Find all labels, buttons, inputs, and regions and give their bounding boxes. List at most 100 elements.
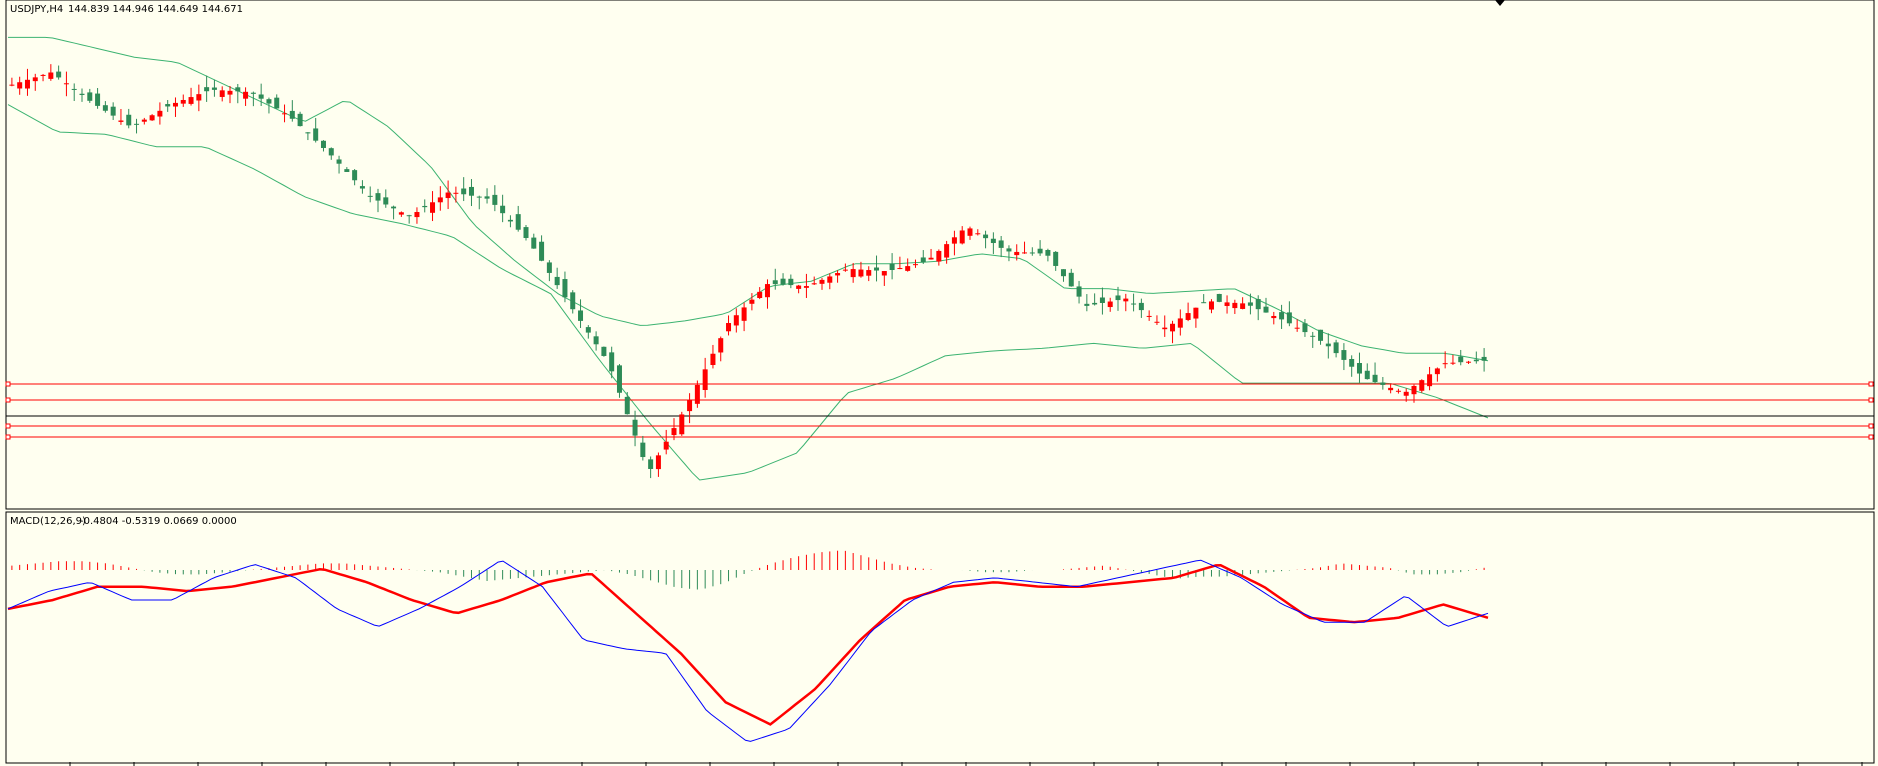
candle-bullish xyxy=(1395,390,1401,392)
candle-bearish xyxy=(624,396,630,415)
candle-bearish xyxy=(313,128,319,141)
candle-bullish xyxy=(141,119,147,122)
candle-bullish xyxy=(835,273,841,276)
candle-bullish xyxy=(718,338,724,353)
candle-bullish xyxy=(694,384,700,404)
candle-bearish xyxy=(461,188,467,195)
candle-bullish xyxy=(726,323,732,332)
candle-bearish xyxy=(250,92,256,94)
candle-bullish xyxy=(1208,301,1214,310)
candle-bearish xyxy=(1364,370,1370,380)
candle-bearish xyxy=(391,206,397,209)
candle-bullish xyxy=(157,110,163,117)
candle-bullish xyxy=(1434,368,1440,375)
candle-bearish xyxy=(1201,302,1207,304)
candle-bullish xyxy=(1271,315,1277,319)
candle-bullish xyxy=(951,237,957,244)
candle-bullish xyxy=(897,268,903,270)
candle-bearish xyxy=(546,262,552,273)
bollinger-bands xyxy=(7,36,1489,481)
candle-bullish xyxy=(842,269,848,271)
candle-bearish xyxy=(1318,329,1324,341)
candle-bearish xyxy=(1380,382,1386,385)
candle-bearish xyxy=(554,276,560,286)
candle-bearish xyxy=(507,219,513,222)
candle-bearish xyxy=(95,93,101,106)
candle-bullish xyxy=(741,307,747,321)
level-handle-left[interactable] xyxy=(5,381,11,387)
candle-bullish xyxy=(905,266,911,271)
candle-bullish xyxy=(1419,380,1425,391)
candle-bullish xyxy=(866,270,872,276)
candle-bullish xyxy=(149,115,155,121)
candle-bullish xyxy=(1162,327,1168,330)
candle-bearish xyxy=(1341,350,1347,360)
candle-bullish xyxy=(1123,298,1129,302)
candle-bullish xyxy=(414,212,420,218)
candle-bullish xyxy=(881,271,887,276)
candle-bullish xyxy=(48,72,54,79)
candle-bullish xyxy=(1442,363,1448,365)
candle-bullish xyxy=(1154,321,1160,323)
candle-bearish xyxy=(492,194,498,205)
candle-bearish xyxy=(593,336,599,345)
candle-bearish xyxy=(1333,342,1339,354)
candle-bullish xyxy=(655,455,661,470)
candle-bullish xyxy=(702,369,708,391)
candle-bearish xyxy=(788,278,794,286)
candle-bearish xyxy=(1138,302,1144,311)
candle-bullish xyxy=(1193,307,1199,319)
candle-bearish xyxy=(235,87,241,92)
candle-bearish xyxy=(523,227,529,239)
macd-panel-frame xyxy=(5,511,1875,764)
candle-bearish xyxy=(1356,362,1362,374)
candle-bearish xyxy=(289,110,295,119)
candle-bullish xyxy=(430,202,436,213)
candle-bearish xyxy=(344,169,350,172)
candle-bullish xyxy=(858,269,864,277)
candle-bearish xyxy=(601,346,607,356)
candle-bearish xyxy=(476,196,482,198)
candle-bullish xyxy=(1411,385,1417,395)
candle-bearish xyxy=(1372,374,1378,383)
level-handle-left[interactable] xyxy=(5,434,11,440)
candle-bearish xyxy=(585,327,591,333)
candle-bearish xyxy=(515,214,521,230)
candle-bullish xyxy=(1466,361,1472,363)
candle-bearish xyxy=(648,459,654,469)
candle-bearish xyxy=(570,292,576,310)
level-handle-right[interactable] xyxy=(1868,423,1874,429)
candle-bearish xyxy=(983,234,989,239)
candle-bullish xyxy=(1014,251,1020,256)
horizontal-levels[interactable] xyxy=(5,381,1874,440)
candle-bearish xyxy=(1279,312,1285,320)
candle-bearish xyxy=(1255,299,1261,310)
candle-bearish xyxy=(102,105,108,111)
candle-bearish xyxy=(578,310,584,321)
candle-bearish xyxy=(1006,248,1012,252)
candle-bullish xyxy=(1170,323,1176,332)
candle-bearish xyxy=(1286,312,1292,324)
candle-bullish xyxy=(850,269,856,278)
candle-bearish xyxy=(562,279,568,298)
candle-bullish xyxy=(453,192,459,194)
candle-bearish xyxy=(328,148,334,156)
candle-bearish xyxy=(79,93,85,95)
chart-shift-marker-icon[interactable] xyxy=(1495,0,1505,6)
bollinger-upper-band xyxy=(8,36,1489,362)
level-handle-left[interactable] xyxy=(5,423,11,429)
candle-bearish xyxy=(320,140,326,148)
candle-bullish xyxy=(188,97,194,104)
candle-bullish xyxy=(944,244,950,258)
time-axis-ticks xyxy=(69,762,1863,766)
candle-bullish xyxy=(437,197,443,203)
candle-bullish xyxy=(1177,318,1183,328)
level-handle-right[interactable] xyxy=(1868,434,1874,440)
candle-bearish xyxy=(484,196,490,199)
level-handle-right[interactable] xyxy=(1868,397,1874,403)
candle-bearish xyxy=(383,197,389,205)
level-handle-left[interactable] xyxy=(5,397,11,403)
level-handle-right[interactable] xyxy=(1868,381,1874,387)
